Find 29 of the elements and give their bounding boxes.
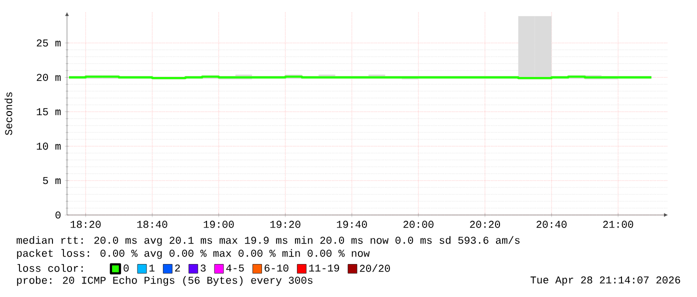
y-tick-label: 15 m <box>36 108 61 116</box>
text: probe: 20 ICMP Echo Pings (56 Bytes) every 300s <box>17 276 312 286</box>
x-tick-label: 19:00 <box>204 220 234 228</box>
legend-label: 6-10 <box>264 264 288 272</box>
x-tick-label: 18:40 <box>137 220 168 228</box>
x-tick-label: 19:20 <box>270 220 300 228</box>
legend-label: 0 <box>124 264 129 272</box>
x-tick-label: 20:40 <box>536 220 567 228</box>
y-tick-label: 20 m <box>36 74 61 81</box>
y-tick-label: 0 <box>56 211 61 219</box>
legend-title: loss color: <box>18 264 83 272</box>
legend-label: 2 <box>175 264 180 272</box>
legend-label: 4-5 <box>226 264 244 272</box>
x-tick-label: 20:00 <box>403 220 434 228</box>
y-axis-title: Seconds <box>4 92 12 136</box>
y-tick-label: 25 m <box>36 39 61 47</box>
y-tick-label: 5 m <box>43 177 61 184</box>
legend-label: 1 <box>149 264 154 272</box>
legend-label: 20/20 <box>360 264 390 272</box>
y-tick-label: 10 m <box>36 142 61 150</box>
x-tick-label: 21:00 <box>603 220 634 228</box>
text: packet loss: 0.00 % avg 0.00 % max 0.00 % min 0.00 % now <box>17 249 370 259</box>
legend-label: 11-19 <box>309 264 340 272</box>
x-tick-label: 18:20 <box>70 220 101 228</box>
text: Tue Apr 28 21:14:07 2026 <box>530 276 680 286</box>
x-tick-label: 20:20 <box>470 220 500 228</box>
legend-label: 3 <box>200 264 206 272</box>
x-tick-label: 19:40 <box>336 220 367 228</box>
text: median rtt: 20.0 ms avg 20.1 ms max 19.9 ms min 20.0 ms now 0.0 ms sd 593.6 am/s <box>16 236 520 246</box>
